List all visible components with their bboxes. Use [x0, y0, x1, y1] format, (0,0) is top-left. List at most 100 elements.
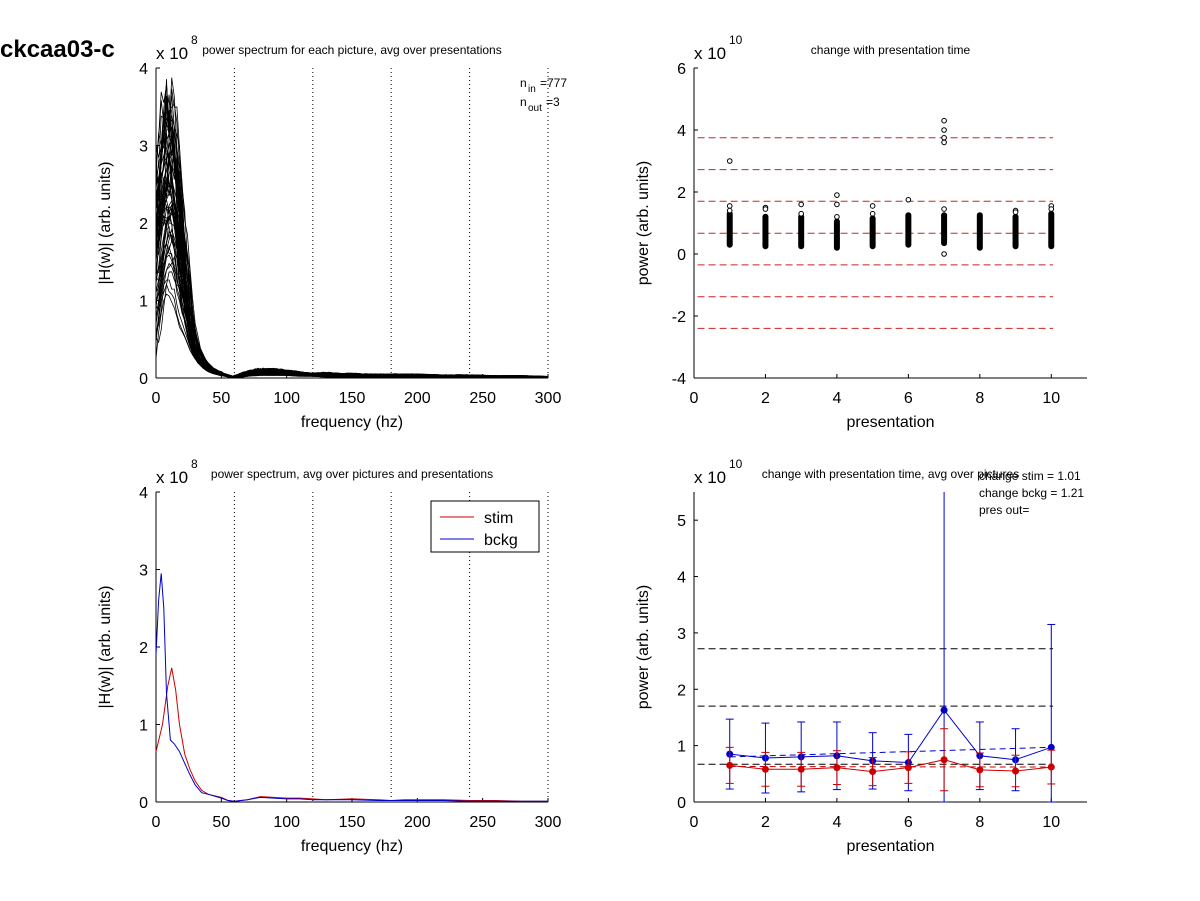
spectrum-trace [155, 242, 548, 378]
spectrum-trace [155, 262, 548, 379]
spectrum-trace [155, 104, 549, 378]
y-tick-label: 2 [677, 682, 686, 699]
spectrum-trace [155, 207, 549, 378]
annotation-line: pres out= [979, 503, 1029, 517]
y-tick-label: 0 [677, 247, 686, 264]
x-tick-label: 8 [975, 814, 984, 831]
y-tick-label: 0 [139, 371, 148, 388]
spectrum-trace [155, 197, 548, 378]
spectrum-trace [155, 293, 548, 379]
x-tick-label: 150 [339, 814, 366, 831]
spectrum-trace [155, 137, 549, 378]
spectrum-trace [155, 198, 548, 378]
axis-multiplier-exponent: 8 [191, 33, 198, 47]
axis-multiplier: x 10 [156, 468, 188, 487]
data-point-outlier [762, 206, 769, 212]
x-tick-label: 200 [404, 390, 431, 407]
spectrum-trace [155, 279, 548, 379]
x-tick-label: 6 [904, 814, 913, 831]
y-tick-label: 0 [677, 795, 686, 812]
y-tick-label: 2 [677, 185, 686, 202]
spectrum-trace [155, 192, 548, 378]
spectrum-trace [155, 177, 548, 378]
data-point-outlier [834, 214, 840, 220]
panel-spectrum-avg: 0 50 100 150 200 250 300 0 1 2 3 4 frequency (hz) |H(… [97, 457, 561, 855]
x-tick-label: 300 [535, 814, 562, 831]
x-tick-label: 0 [152, 814, 161, 831]
panel-spectrum-each-picture: 0 50 100 150 200 250 300 0 1 2 3 4 frequency (hz) |H(… [97, 33, 567, 431]
spectrum-trace [155, 141, 549, 378]
legend-box [430, 500, 540, 553]
panel-title: change with presentation time [811, 43, 971, 57]
trend-line-stim [729, 765, 1052, 768]
y-axis-label: |H(w)| (arb. units) [97, 586, 114, 709]
axis-multiplier-exponent: 8 [191, 457, 198, 471]
panel-title: power spectrum, avg over pictures and pr… [211, 467, 493, 481]
legend-label-stim: stim [484, 510, 513, 527]
spectrum-trace [155, 183, 549, 378]
spectrum-trace [155, 254, 549, 379]
spectrum-trace [155, 155, 548, 378]
spectrum-trace [155, 271, 548, 378]
data-point-outlier [1048, 206, 1055, 212]
series-line-stim [729, 759, 1052, 773]
spectrum-trace [155, 159, 548, 378]
spectrum-trace [155, 85, 548, 378]
panel-change-avg: 0 2 4 6 8 10 0 1 2 3 4 5 presentation power (arb. uni… [635, 457, 1087, 855]
spectrum-trace [155, 230, 549, 379]
data-point-outlier [834, 201, 840, 208]
data-point-outlier [869, 203, 876, 209]
data-point-bckg [1047, 743, 1055, 751]
panel-title: change with presentation time, avg over … [762, 467, 1019, 481]
data-point-outlier [726, 158, 733, 164]
legend-label-bckg: bckg [484, 532, 518, 549]
x-tick-label: 0 [690, 390, 699, 407]
data-point-stim [833, 764, 841, 772]
spectrum-trace [155, 145, 549, 378]
spectrum-trace [155, 212, 548, 378]
panel-change-presentation-time: 0 2 4 6 8 10 -4 -2 0 2 4 6 presentation power (arb. u… [635, 33, 1087, 431]
spectrum-trace [155, 94, 549, 378]
data-point-stim [1012, 767, 1020, 775]
x-axis-label: presentation [846, 838, 934, 855]
y-tick-label: 5 [677, 513, 686, 530]
x-tick-label: 250 [469, 814, 496, 831]
x-tick-label: 6 [904, 390, 913, 407]
axis-multiplier-exponent: 10 [729, 457, 743, 471]
y-tick-label: 1 [139, 718, 148, 735]
data-point-outlier [869, 210, 876, 217]
x-tick-label: 4 [832, 390, 841, 407]
legend: stim bckg [430, 500, 540, 553]
y-tick-label: 4 [677, 570, 686, 587]
x-tick-label: 50 [212, 814, 230, 831]
data-point-outlier [726, 203, 733, 209]
figure-title: ckcaa03-c [0, 36, 115, 63]
x-tick-label: 4 [832, 814, 841, 831]
annotation-subscript: out [528, 103, 542, 114]
data-point-bckg [940, 706, 948, 714]
spectrum-trace [155, 197, 549, 379]
spectrum-trace [155, 209, 548, 378]
y-tick-label: 1 [677, 739, 686, 756]
y-tick-label: 4 [677, 123, 686, 140]
x-tick-label: 2 [761, 814, 770, 831]
spectrum-trace [155, 234, 549, 378]
spectrum-trace [155, 95, 548, 378]
data-point-stim [940, 756, 948, 764]
y-axis-label: power (arb. units) [635, 585, 652, 710]
data-point-outlier [834, 192, 840, 198]
spectrum-trace [155, 199, 548, 379]
spectrum-trace [155, 102, 549, 378]
data-point-outlier [798, 210, 804, 217]
annotation-symbol: n [520, 76, 527, 90]
spectrum-trace [155, 255, 548, 379]
y-tick-label: 4 [139, 485, 148, 502]
spectrum-trace [155, 155, 549, 378]
x-tick-label: 0 [152, 390, 161, 407]
y-tick-label: 1 [139, 294, 148, 311]
annotation-subscript: in [528, 84, 536, 95]
spectrum-trace [155, 228, 548, 379]
spectrum-trace [155, 214, 549, 378]
spectrum-trace [155, 158, 548, 378]
